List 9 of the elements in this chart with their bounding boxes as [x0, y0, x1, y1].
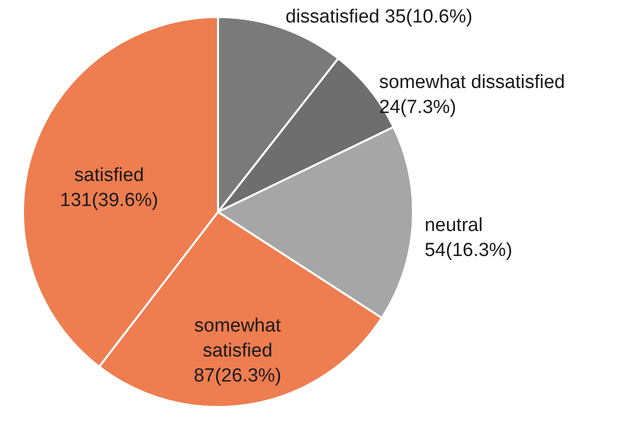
data-label: 87(26.3%) — [194, 365, 282, 386]
data-label: 131(39.6%) — [60, 190, 158, 212]
slice-label: dissatisfied 35(10.6%) — [286, 6, 472, 28]
slice-label: somewhat satisfied — [194, 315, 282, 362]
slice-label: neutral — [424, 214, 483, 236]
data-label: 24(7.3%) — [379, 97, 456, 118]
slice-label: satisfied — [74, 165, 144, 186]
slice-label: somewhat dissatisfied — [379, 72, 566, 94]
data-label: 54(16.3%) — [424, 240, 512, 261]
